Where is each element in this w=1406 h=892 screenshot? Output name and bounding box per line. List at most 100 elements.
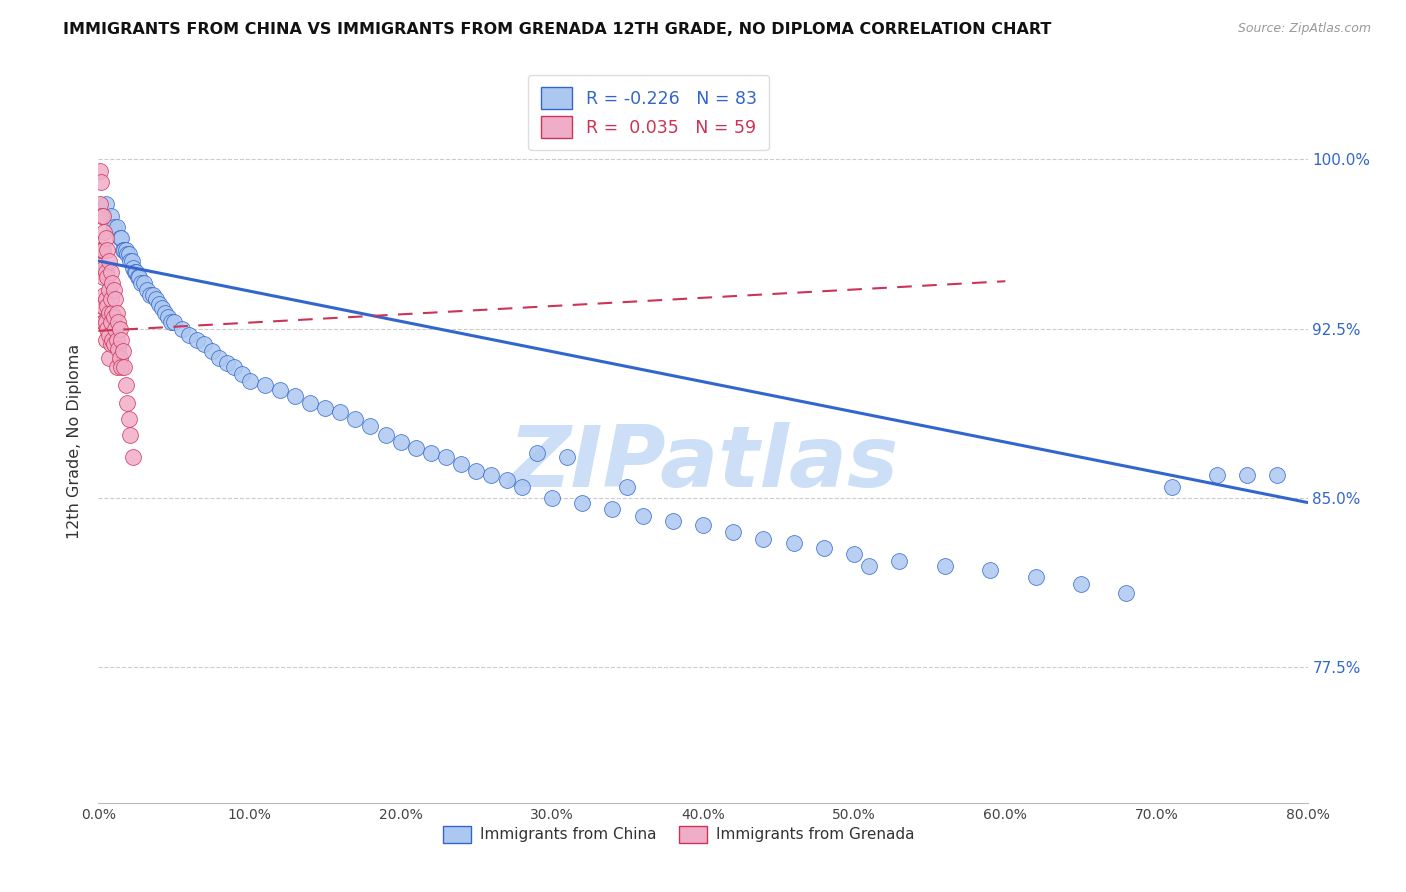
- Point: [108, 321, 131, 335]
- Point: [89, 163, 111, 178]
- Point: [193, 337, 215, 351]
- Point: [631, 509, 654, 524]
- Point: [1267, 468, 1289, 483]
- Y-axis label: 12th Grade, No Diploma: 12th Grade, No Diploma: [66, 344, 82, 539]
- Point: [112, 243, 135, 257]
- Point: [481, 468, 503, 483]
- Point: [105, 359, 128, 374]
- Point: [101, 277, 124, 291]
- Point: [98, 283, 121, 297]
- Point: [889, 554, 911, 568]
- Point: [103, 283, 125, 297]
- Point: [90, 243, 112, 257]
- Point: [179, 328, 201, 343]
- Point: [170, 321, 193, 335]
- Point: [100, 337, 122, 351]
- Point: [465, 464, 488, 478]
- Point: [142, 287, 165, 301]
- Point: [90, 265, 112, 279]
- Point: [510, 480, 533, 494]
- Point: [360, 418, 382, 433]
- Point: [93, 287, 115, 301]
- Point: [89, 197, 111, 211]
- Point: [108, 231, 131, 245]
- Point: [186, 333, 208, 347]
- Point: [93, 260, 115, 275]
- Point: [156, 310, 179, 325]
- Point: [150, 301, 173, 316]
- Point: [91, 209, 114, 223]
- Point: [105, 306, 128, 320]
- Point: [783, 536, 806, 550]
- Point: [284, 389, 307, 403]
- Point: [118, 412, 141, 426]
- Point: [108, 351, 131, 365]
- Point: [526, 446, 548, 460]
- Point: [110, 231, 132, 245]
- Point: [813, 541, 835, 555]
- Point: [163, 315, 186, 329]
- Point: [118, 247, 141, 261]
- Point: [450, 457, 472, 471]
- Point: [844, 548, 866, 562]
- Point: [239, 374, 262, 388]
- Point: [100, 265, 122, 279]
- Point: [160, 315, 183, 329]
- Point: [105, 220, 128, 235]
- Point: [858, 558, 880, 573]
- Point: [299, 396, 322, 410]
- Point: [1024, 570, 1046, 584]
- Point: [110, 359, 132, 374]
- Point: [90, 209, 112, 223]
- Point: [555, 450, 578, 465]
- Point: [329, 405, 352, 419]
- Point: [201, 344, 224, 359]
- Legend: Immigrants from China, Immigrants from Grenada: Immigrants from China, Immigrants from G…: [437, 820, 921, 849]
- Point: [122, 260, 145, 275]
- Point: [127, 269, 149, 284]
- Point: [231, 367, 253, 381]
- Point: [120, 427, 142, 442]
- Point: [115, 396, 138, 410]
- Point: [128, 269, 150, 284]
- Point: [107, 315, 129, 329]
- Point: [96, 321, 118, 335]
- Point: [661, 514, 683, 528]
- Point: [112, 359, 135, 374]
- Point: [389, 434, 412, 449]
- Point: [94, 197, 117, 211]
- Point: [269, 383, 291, 397]
- Point: [98, 253, 121, 268]
- Point: [91, 269, 114, 284]
- Point: [96, 299, 118, 313]
- Point: [374, 427, 396, 442]
- Point: [98, 306, 121, 320]
- Point: [103, 310, 125, 325]
- Point: [129, 277, 152, 291]
- Point: [94, 265, 117, 279]
- Point: [101, 306, 124, 320]
- Point: [107, 342, 129, 356]
- Point: [103, 337, 125, 351]
- Point: [110, 333, 132, 347]
- Point: [91, 315, 114, 329]
- Point: [314, 401, 336, 415]
- Point: [1070, 576, 1092, 591]
- Point: [215, 355, 238, 369]
- Point: [145, 293, 167, 307]
- Point: [89, 243, 111, 257]
- Point: [723, 524, 745, 539]
- Point: [148, 297, 170, 311]
- Point: [111, 344, 134, 359]
- Point: [90, 175, 112, 189]
- Point: [103, 220, 125, 235]
- Point: [105, 333, 128, 347]
- Point: [540, 491, 562, 505]
- Point: [153, 306, 176, 320]
- Point: [979, 563, 1001, 577]
- Point: [94, 231, 117, 245]
- Point: [124, 265, 146, 279]
- Point: [96, 269, 118, 284]
- Point: [125, 265, 148, 279]
- Point: [90, 299, 112, 313]
